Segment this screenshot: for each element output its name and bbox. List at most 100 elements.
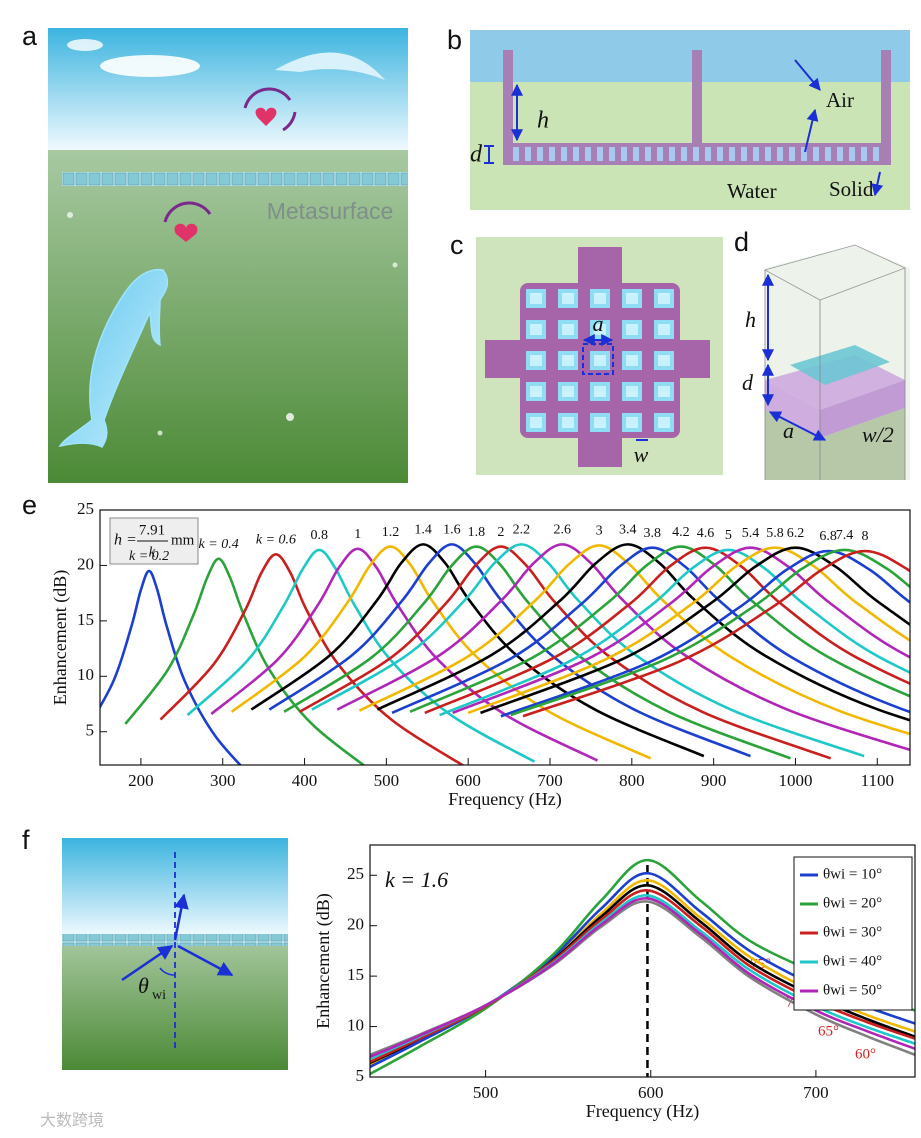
chart-f-annotation: k = 1.6	[385, 867, 448, 892]
y-tick-label: 15	[347, 965, 364, 984]
water-label: Water	[727, 179, 777, 203]
legend-label: θwi = 50°	[823, 982, 882, 998]
panel-letter: a	[22, 21, 38, 51]
air-label: Air	[826, 88, 854, 112]
panel-a: Metasurface	[48, 28, 408, 483]
solid-label: Solid	[829, 177, 874, 201]
series-label: 5.4	[742, 526, 760, 541]
x-tick-label: 200	[128, 771, 154, 790]
series-label: 3.8	[644, 526, 662, 541]
series-line	[510, 548, 910, 717]
y-tick-label: 20	[77, 554, 94, 573]
panel-letter: c	[450, 230, 464, 260]
x-tick-label: 600	[638, 1083, 664, 1102]
series-line	[522, 549, 910, 718]
x-tick-label: 700	[537, 771, 563, 790]
panel-letters: a b c d e f	[22, 21, 749, 855]
series-line	[376, 543, 910, 722]
series-line	[298, 545, 832, 760]
y-axis-label: Enhancement (dB)	[313, 893, 334, 1028]
w2-label: w/2	[862, 422, 894, 447]
h-label: h	[537, 108, 549, 134]
x-tick-label: 800	[619, 771, 645, 790]
series-line	[500, 549, 910, 718]
y-tick-label: 25	[347, 864, 364, 883]
series-line	[452, 546, 910, 715]
panel-f-inset: θ wi	[62, 838, 288, 1070]
panel-d: h d a w/2	[735, 237, 915, 482]
annotation-lhs: h =	[114, 532, 137, 549]
theta-symbol: θ	[138, 973, 149, 998]
d-label: d	[470, 142, 483, 168]
panel-letter: f	[22, 825, 30, 855]
x-tick-label: 1000	[778, 771, 812, 790]
annotation-denominator: k	[149, 544, 156, 560]
panel-letter: e	[22, 490, 37, 520]
x-tick-label: 400	[292, 771, 318, 790]
w-label: w	[634, 442, 649, 467]
legend-label: θwi = 10°	[823, 866, 882, 882]
series-line	[230, 545, 652, 760]
y-tick-label: 25	[77, 499, 94, 518]
y-tick-label: 5	[356, 1066, 365, 1085]
series-label: 2.6	[554, 523, 572, 538]
series-label: 6.8	[819, 529, 837, 544]
panel-b: h d Air Water Solid	[470, 30, 910, 210]
series-label: 8	[862, 529, 869, 544]
a-label: a	[783, 418, 794, 443]
series-label: 1.4	[414, 523, 432, 538]
series-line	[336, 543, 910, 752]
x-axis-label: Frequency (Hz)	[448, 789, 561, 810]
h-label: h	[745, 307, 756, 332]
x-tick-label: 500	[473, 1083, 499, 1102]
y-tick-label: 20	[347, 915, 364, 934]
x-axis-label: Frequency (Hz)	[586, 1101, 699, 1122]
x-tick-label: 600	[455, 771, 481, 790]
series-line	[159, 553, 465, 765]
series-line	[409, 545, 910, 713]
a-label: a	[593, 311, 604, 336]
annotation-numerator: 7.91	[139, 522, 165, 538]
series-line	[250, 543, 705, 758]
metasurface-label: Metasurface	[267, 198, 394, 224]
plot-frame	[369, 844, 916, 1078]
theta-subscript: wi	[152, 988, 166, 1003]
legend-label: θwi = 30°	[823, 924, 882, 940]
series-label: 2	[497, 525, 504, 540]
y-tick-label: 15	[77, 610, 94, 629]
series-label: 2.2	[513, 523, 531, 538]
watermark: 大数跨境	[40, 1111, 104, 1130]
series-label: 1.6	[443, 523, 461, 538]
series-label: 7.4	[836, 528, 854, 543]
series-label: 3.4	[619, 523, 637, 538]
series-line	[370, 897, 915, 1059]
series-label: k = 0.2	[129, 549, 169, 564]
series-label: 1.8	[468, 525, 486, 540]
series-line	[391, 546, 910, 715]
chart-e-annotation: h = 7.91 k mm	[109, 517, 199, 565]
series-label: 0.8	[311, 528, 329, 543]
y-tick-label: 5	[86, 721, 95, 740]
panel-c: a w	[476, 237, 723, 475]
series-line	[186, 548, 536, 763]
series-label: k = 0.4	[199, 537, 239, 552]
series-line	[467, 546, 910, 715]
panel-letter: b	[447, 25, 462, 55]
series-line	[100, 569, 242, 765]
series-label: 4.2	[672, 525, 690, 540]
x-tick-label: 1100	[861, 771, 894, 790]
y-tick-label: 10	[77, 665, 94, 684]
series-line	[283, 545, 792, 760]
x-tick-label: 700	[803, 1083, 829, 1102]
series-label: 3	[596, 524, 603, 539]
series-label: 4.6	[697, 526, 715, 541]
series-line	[268, 543, 751, 758]
series-label: 5	[725, 528, 732, 543]
series-label: 5.8	[766, 526, 784, 541]
series-line	[439, 548, 910, 717]
series-line	[479, 546, 910, 715]
series-label: 6.2	[787, 526, 805, 541]
y-tick-label: 10	[347, 1015, 364, 1034]
legend-label: θwi = 40°	[823, 953, 882, 969]
